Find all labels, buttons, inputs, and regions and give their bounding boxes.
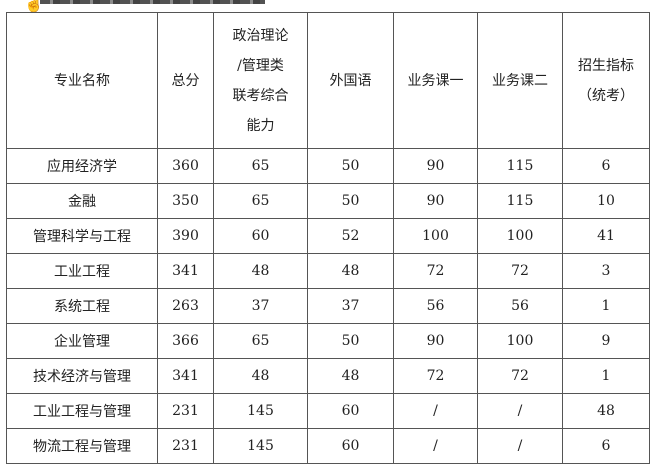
cell-subject-2: 72 <box>477 358 563 394</box>
cell-quota: 1 <box>562 288 650 324</box>
cell-quota: 9 <box>562 323 650 359</box>
cell-politics: 65 <box>213 148 308 184</box>
cropped-heading <box>40 0 265 4</box>
cell-major: 企业管理 <box>6 323 158 359</box>
cell-total: 350 <box>157 183 214 219</box>
cell-politics: 65 <box>213 323 308 359</box>
cell-subject-1: 72 <box>393 358 478 394</box>
cell-subject-1: / <box>393 393 478 429</box>
cell-quota: 6 <box>562 428 650 464</box>
cell-politics: 37 <box>213 288 308 324</box>
cell-foreign-language: 60 <box>307 393 394 429</box>
cell-subject-2: 115 <box>477 183 563 219</box>
header-row: 专业名称 总分 政治理论/管理类 联考综合 能力 外国语 业务课一 业务课二 招生指标 （统考） <box>6 12 650 149</box>
cell-quota: 6 <box>562 148 650 184</box>
cell-major: 管理科学与工程 <box>6 218 158 254</box>
header-line: （统考） <box>578 87 634 104</box>
header-line: /管理类 <box>237 57 284 74</box>
header-foreign-language: 外国语 <box>307 12 394 149</box>
score-table: 专业名称 总分 政治理论/管理类 联考综合 能力 外国语 业务课一 业务课二 招生指标 （统考） … <box>6 12 650 464</box>
table-row: 金融 350 65 50 90 115 10 <box>6 183 650 219</box>
cell-subject-2: 56 <box>477 288 563 324</box>
table-row: 系统工程 263 37 37 56 56 1 <box>6 288 650 324</box>
cell-subject-1: 72 <box>393 253 478 289</box>
table-row: 应用经济学 360 65 50 90 115 6 <box>6 148 650 184</box>
header-politics: 政治理论/管理类联考综合能力 <box>213 12 308 149</box>
cell-total: 341 <box>157 253 214 289</box>
cell-politics: 145 <box>213 428 308 464</box>
cell-politics: 65 <box>213 183 308 219</box>
cell-foreign-language: 52 <box>307 218 394 254</box>
header-line: 能力 <box>246 117 275 134</box>
cell-subject-2: / <box>477 393 563 429</box>
table-row: 工业工程 341 48 48 72 72 3 <box>6 253 650 289</box>
cell-foreign-language: 50 <box>307 323 394 359</box>
cell-politics: 48 <box>213 358 308 394</box>
header-subject-2: 业务课二 <box>477 12 563 149</box>
cell-subject-2: 72 <box>477 253 563 289</box>
hand-pointer-icon: ☝ <box>24 0 44 13</box>
table-row: 管理科学与工程 390 60 52 100 100 41 <box>6 218 650 254</box>
header-line: 招生指标 <box>578 57 634 74</box>
cell-subject-1: 90 <box>393 183 478 219</box>
cell-subject-1: 90 <box>393 323 478 359</box>
cell-subject-2: 100 <box>477 323 563 359</box>
cell-quota: 41 <box>562 218 650 254</box>
cell-total: 366 <box>157 323 214 359</box>
cell-foreign-language: 48 <box>307 358 394 394</box>
cell-quota: 1 <box>562 358 650 394</box>
cell-major: 金融 <box>6 183 158 219</box>
header-line: 政治理论 <box>232 27 289 44</box>
cell-subject-1: 90 <box>393 148 478 184</box>
cell-quota: 48 <box>562 393 650 429</box>
cell-major: 技术经济与管理 <box>6 358 158 394</box>
cell-politics: 60 <box>213 218 308 254</box>
cell-total: 231 <box>157 428 214 464</box>
cell-foreign-language: 48 <box>307 253 394 289</box>
cell-major: 物流工程与管理 <box>6 428 158 464</box>
cell-foreign-language: 50 <box>307 183 394 219</box>
cell-total: 263 <box>157 288 214 324</box>
cell-subject-1: / <box>393 428 478 464</box>
cell-major: 系统工程 <box>6 288 158 324</box>
table-row: 物流工程与管理 231 145 60//6 <box>6 428 650 464</box>
cell-subject-1: 56 <box>393 288 478 324</box>
header-total: 总分 <box>157 12 214 149</box>
cell-major: 工业工程 <box>6 253 158 289</box>
header-line: 业务课一 <box>407 72 464 89</box>
cell-major: 应用经济学 <box>6 148 158 184</box>
cell-quota: 10 <box>562 183 650 219</box>
cell-subject-2: 115 <box>477 148 563 184</box>
cell-total: 231 <box>157 393 214 429</box>
cell-politics: 48 <box>213 253 308 289</box>
cell-foreign-language: 50 <box>307 148 394 184</box>
header-line: 联考综合 <box>232 87 289 104</box>
table-row: 企业管理 366 65 50 90 100 9 <box>6 323 650 359</box>
cell-politics: 145 <box>213 393 308 429</box>
header-line: 业务课二 <box>492 72 548 89</box>
header-line: 外国语 <box>329 72 372 89</box>
cell-total: 360 <box>157 148 214 184</box>
header-quota: 招生指标 （统考） <box>562 12 650 149</box>
cell-total: 390 <box>157 218 214 254</box>
cell-foreign-language: 60 <box>307 428 394 464</box>
cell-subject-2: / <box>477 428 563 464</box>
cell-major: 工业工程与管理 <box>6 393 158 429</box>
header-line: 专业名称 <box>54 72 110 89</box>
table-row: 工业工程与管理 231 145 60//48 <box>6 393 650 429</box>
table-row: 技术经济与管理 341 48 48 72 72 1 <box>6 358 650 394</box>
header-line: 总分 <box>171 72 200 89</box>
cell-subject-1: 100 <box>393 218 478 254</box>
cell-total: 341 <box>157 358 214 394</box>
cell-subject-2: 100 <box>477 218 563 254</box>
cell-quota: 3 <box>562 253 650 289</box>
header-major: 专业名称 <box>6 12 158 149</box>
cell-foreign-language: 37 <box>307 288 394 324</box>
header-subject-1: 业务课一 <box>393 12 478 149</box>
